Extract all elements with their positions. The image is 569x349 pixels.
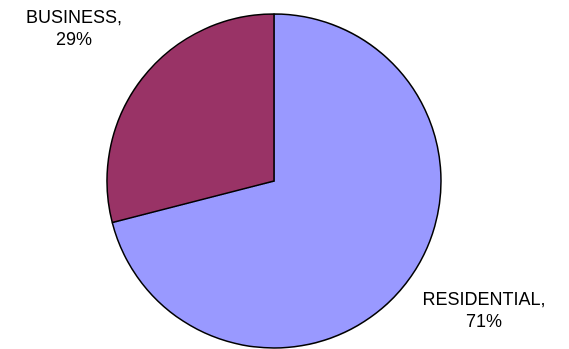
slice-label-business: BUSINESS, 29%: [6, 6, 142, 50]
slice-label-residential-percent: 71%: [465, 311, 503, 331]
slice-label-business-percent: 29%: [55, 29, 93, 49]
pie-slice-business: [106, 13, 275, 224]
pie-slice-residential: [111, 13, 442, 349]
slice-label-business-name: BUSINESS,: [25, 7, 123, 27]
slice-label-residential: RESIDENTIAL, 71%: [406, 288, 562, 332]
slice-label-residential-name: RESIDENTIAL,: [422, 289, 546, 309]
pie-slices: [106, 13, 442, 349]
